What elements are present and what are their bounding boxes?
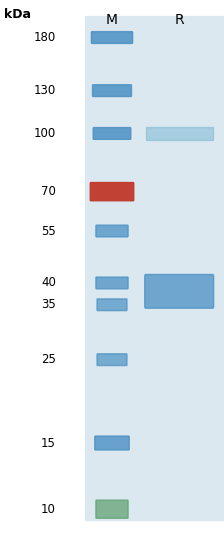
Text: 180: 180 — [34, 31, 56, 44]
FancyBboxPatch shape — [97, 354, 127, 366]
Text: 10: 10 — [41, 503, 56, 516]
FancyBboxPatch shape — [96, 500, 128, 518]
Bar — [85, 16, 224, 520]
Text: R: R — [174, 13, 184, 27]
Text: 15: 15 — [41, 436, 56, 450]
Text: 100: 100 — [34, 127, 56, 140]
Text: 40: 40 — [41, 277, 56, 289]
Text: 130: 130 — [34, 84, 56, 97]
FancyBboxPatch shape — [96, 277, 128, 289]
FancyBboxPatch shape — [145, 274, 214, 308]
Text: 55: 55 — [41, 225, 56, 237]
FancyBboxPatch shape — [97, 299, 127, 311]
FancyBboxPatch shape — [93, 128, 131, 139]
Text: 70: 70 — [41, 185, 56, 198]
Text: kDa: kDa — [4, 8, 32, 21]
Bar — [146, 126, 213, 140]
FancyBboxPatch shape — [95, 436, 129, 450]
FancyBboxPatch shape — [93, 85, 131, 96]
Text: 35: 35 — [41, 298, 56, 311]
Text: 25: 25 — [41, 353, 56, 366]
FancyBboxPatch shape — [91, 32, 133, 43]
FancyBboxPatch shape — [96, 225, 128, 237]
FancyBboxPatch shape — [90, 183, 134, 201]
Text: M: M — [106, 13, 118, 27]
